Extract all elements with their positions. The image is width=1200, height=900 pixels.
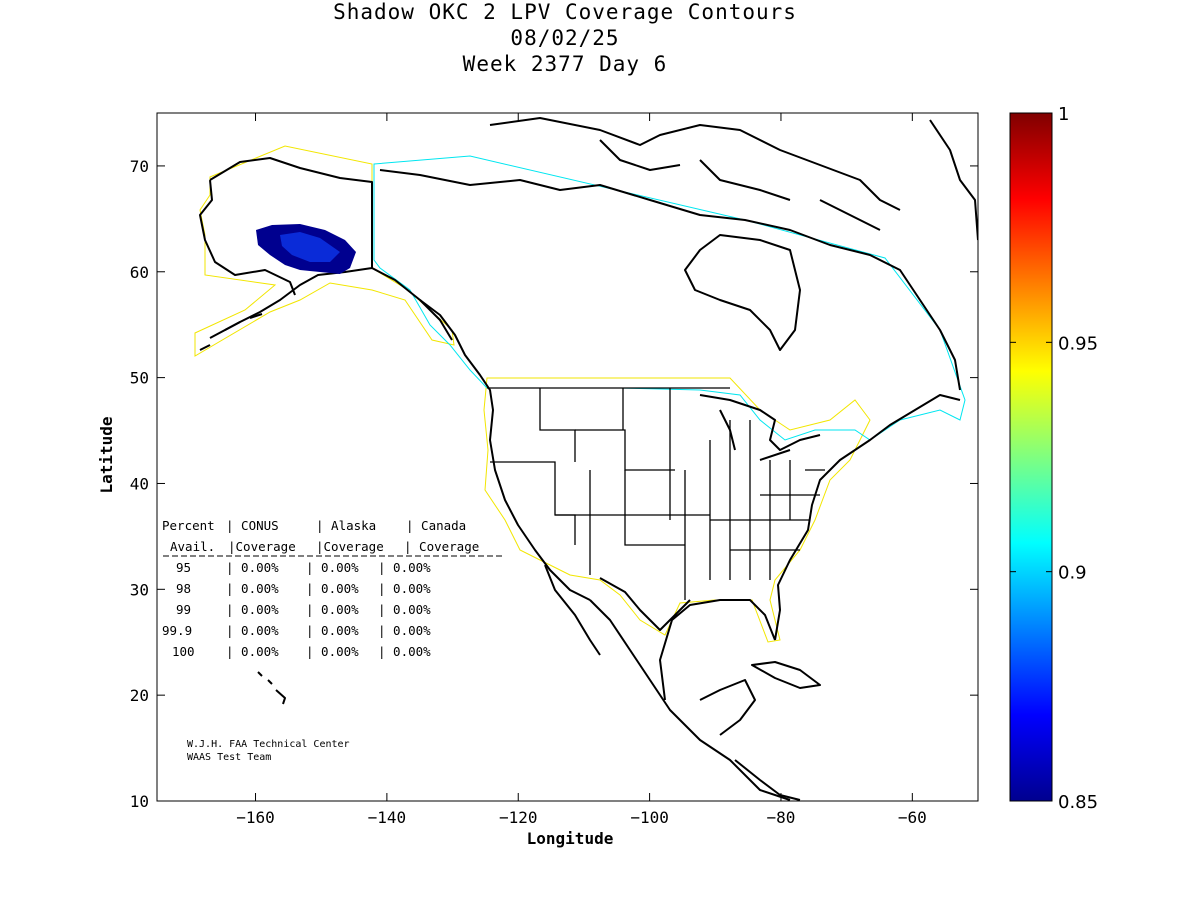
table-cell: | 0.00%	[306, 581, 359, 596]
y-axis-ticks: 10 20 30 40 50 60 70	[130, 157, 978, 811]
table-cell: 99.9	[162, 623, 192, 638]
table-rows: 95 | 0.00% | 0.00% | 0.00% 98 | 0.00% | 0.00% |…	[162, 560, 431, 659]
y-tick-label: 60	[130, 263, 149, 282]
table-header-row-1: Percent | CONUS | Alaska | Canada	[162, 518, 466, 533]
x-axis-label: Longitude	[527, 829, 614, 848]
coast-cuba	[751, 661, 821, 689]
arctic-islands	[489, 117, 978, 241]
table-cell: | 0.00%	[306, 644, 359, 659]
table-row: 99 | 0.00% | 0.00% | 0.00%	[176, 602, 431, 617]
table-cell: | 0.00%	[226, 560, 279, 575]
x-tick-label: −140	[368, 808, 407, 827]
y-tick-label: 10	[130, 792, 149, 811]
map-layers	[194, 117, 978, 801]
colorbar-tick-label: 0.85	[1058, 792, 1098, 813]
coverage-table: Percent | CONUS | Alaska | Canada Avail. |Co…	[162, 518, 502, 659]
table-cell: | 0.00%	[306, 560, 359, 575]
aleutians	[199, 313, 263, 351]
table-cell: 98	[176, 581, 191, 596]
y-tick-label: 20	[130, 686, 149, 705]
y-tick-label: 40	[130, 474, 149, 493]
coast-baja	[544, 564, 601, 656]
table-cell: | 0.00%	[226, 623, 279, 638]
coast-hudson-bay	[684, 234, 801, 351]
colorbar-tick-label: 0.95	[1058, 333, 1098, 354]
x-axis-ticks: −160 −140 −120 −100 −80 −60	[236, 113, 927, 827]
table-cell: | 0.00%	[226, 644, 279, 659]
waas-boundary-alaska	[194, 145, 455, 357]
coast-mexico-west	[589, 599, 791, 801]
title-line-1: Shadow OKC 2 LPV Coverage Contours	[333, 0, 797, 24]
y-tick-label: 30	[130, 580, 149, 599]
table-cell: 99	[176, 602, 191, 617]
y-tick-label: 50	[130, 369, 149, 388]
table-cell: | 0.00%	[378, 560, 431, 575]
x-tick-label: −160	[236, 808, 275, 827]
y-axis-label: Latitude	[97, 416, 116, 493]
table-cell: 95	[176, 560, 191, 575]
title-line-3: Week 2377 Day 6	[462, 52, 668, 76]
colorbar	[1009, 112, 1053, 802]
hawaii	[257, 671, 286, 705]
y-tick-label: 70	[130, 157, 149, 176]
coastlines	[199, 117, 978, 801]
table-cell: | 0.00%	[226, 581, 279, 596]
table-header-row-2: Avail. |Coverage |Coverage | Coverage	[170, 539, 479, 554]
coast-central-america	[734, 759, 801, 801]
coast-pacific-northwest	[419, 299, 591, 601]
colorbar-tick-label: 0.9	[1058, 563, 1087, 584]
table-row: 95 | 0.00% | 0.00% | 0.00%	[176, 560, 431, 575]
coverage-contour-inner	[280, 232, 340, 262]
colorbar-tick-label: 1	[1058, 104, 1069, 125]
coast-arctic	[379, 169, 961, 391]
table-row: 100 | 0.00% | 0.00% | 0.00%	[172, 644, 431, 659]
table-cell: 100	[172, 644, 195, 659]
x-tick-label: −100	[630, 808, 669, 827]
table-cell: | 0.00%	[226, 602, 279, 617]
table-cell: | 0.00%	[306, 623, 359, 638]
x-tick-label: −60	[898, 808, 927, 827]
table-cell: | 0.00%	[378, 602, 431, 617]
plot-frame	[156, 112, 979, 802]
table-cell: | 0.00%	[378, 644, 431, 659]
table-row: 99.9 | 0.00% | 0.00% | 0.00%	[162, 623, 431, 638]
x-tick-label: −80	[767, 808, 796, 827]
coast-yucatan	[699, 679, 756, 736]
table-cell: | 0.00%	[378, 623, 431, 638]
state-boundaries	[487, 387, 825, 600]
coast-atlantic	[774, 394, 961, 641]
coast-gulf	[599, 577, 776, 701]
credit-line-2: WAAS Test Team	[187, 752, 271, 763]
colorbar-ticks: 1 0.95 0.9 0.85	[1010, 104, 1098, 813]
table-cell: | 0.00%	[306, 602, 359, 617]
table-row: 98 | 0.00% | 0.00% | 0.00%	[176, 581, 431, 596]
table-cell: | 0.00%	[378, 581, 431, 596]
waas-boundary-conus	[483, 377, 871, 643]
title-line-2: 08/02/25	[510, 26, 620, 50]
x-tick-label: −120	[499, 808, 538, 827]
credit-line-1: W.J.H. FAA Technical Center	[187, 739, 350, 750]
